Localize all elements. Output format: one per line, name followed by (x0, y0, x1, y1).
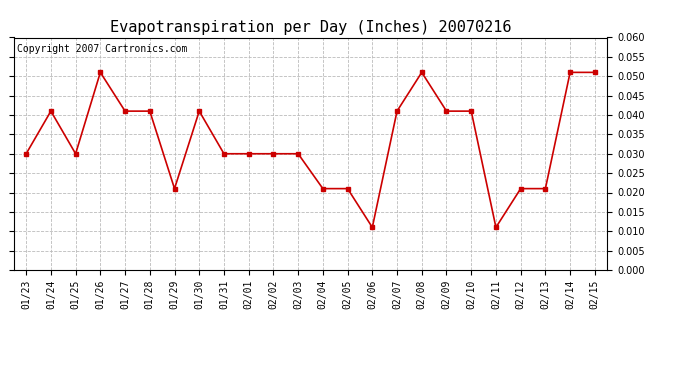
Title: Evapotranspiration per Day (Inches) 20070216: Evapotranspiration per Day (Inches) 2007… (110, 20, 511, 35)
Text: Copyright 2007 Cartronics.com: Copyright 2007 Cartronics.com (17, 45, 187, 54)
